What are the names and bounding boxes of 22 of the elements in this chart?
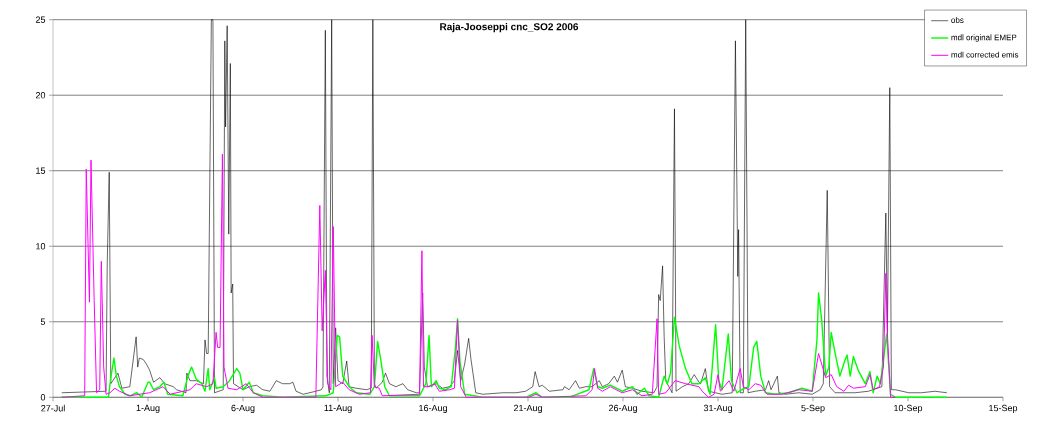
y-tick-label: 5 <box>40 318 46 325</box>
x-tick-label: 10-Sep <box>894 404 923 413</box>
x-tick-label: 26-Aug <box>608 404 637 413</box>
y-tick-label: 25 <box>35 16 46 23</box>
chart-title: Raja-Jooseppi cnc_SO2 2006 <box>440 22 579 33</box>
x-tick-label: 15-Sep <box>989 404 1018 413</box>
x-tick-label: 6-Aug <box>231 404 255 413</box>
x-tick-label: 27-Jul <box>41 404 65 412</box>
x-tick-label: 21-Aug <box>513 404 542 413</box>
x-tick-label: 31-Aug <box>703 404 732 413</box>
x-tick-label: 5-Sep <box>801 404 825 413</box>
legend-label: obs <box>951 17 964 23</box>
y-tick-label: 0 <box>40 394 46 401</box>
legend-label: mdl original EMEP <box>951 34 1017 42</box>
x-tick-label: 16-Aug <box>419 404 447 413</box>
y-tick-label: 20 <box>35 92 46 99</box>
line-series <box>61 153 896 398</box>
x-tick-label: 11-Aug <box>324 404 352 413</box>
legend-label: mdl corrected emis <box>951 51 1019 58</box>
y-tick-label: 10 <box>36 243 46 250</box>
y-tick-label: 15 <box>36 167 46 174</box>
x-tick-label: 1-Aug <box>136 404 160 413</box>
